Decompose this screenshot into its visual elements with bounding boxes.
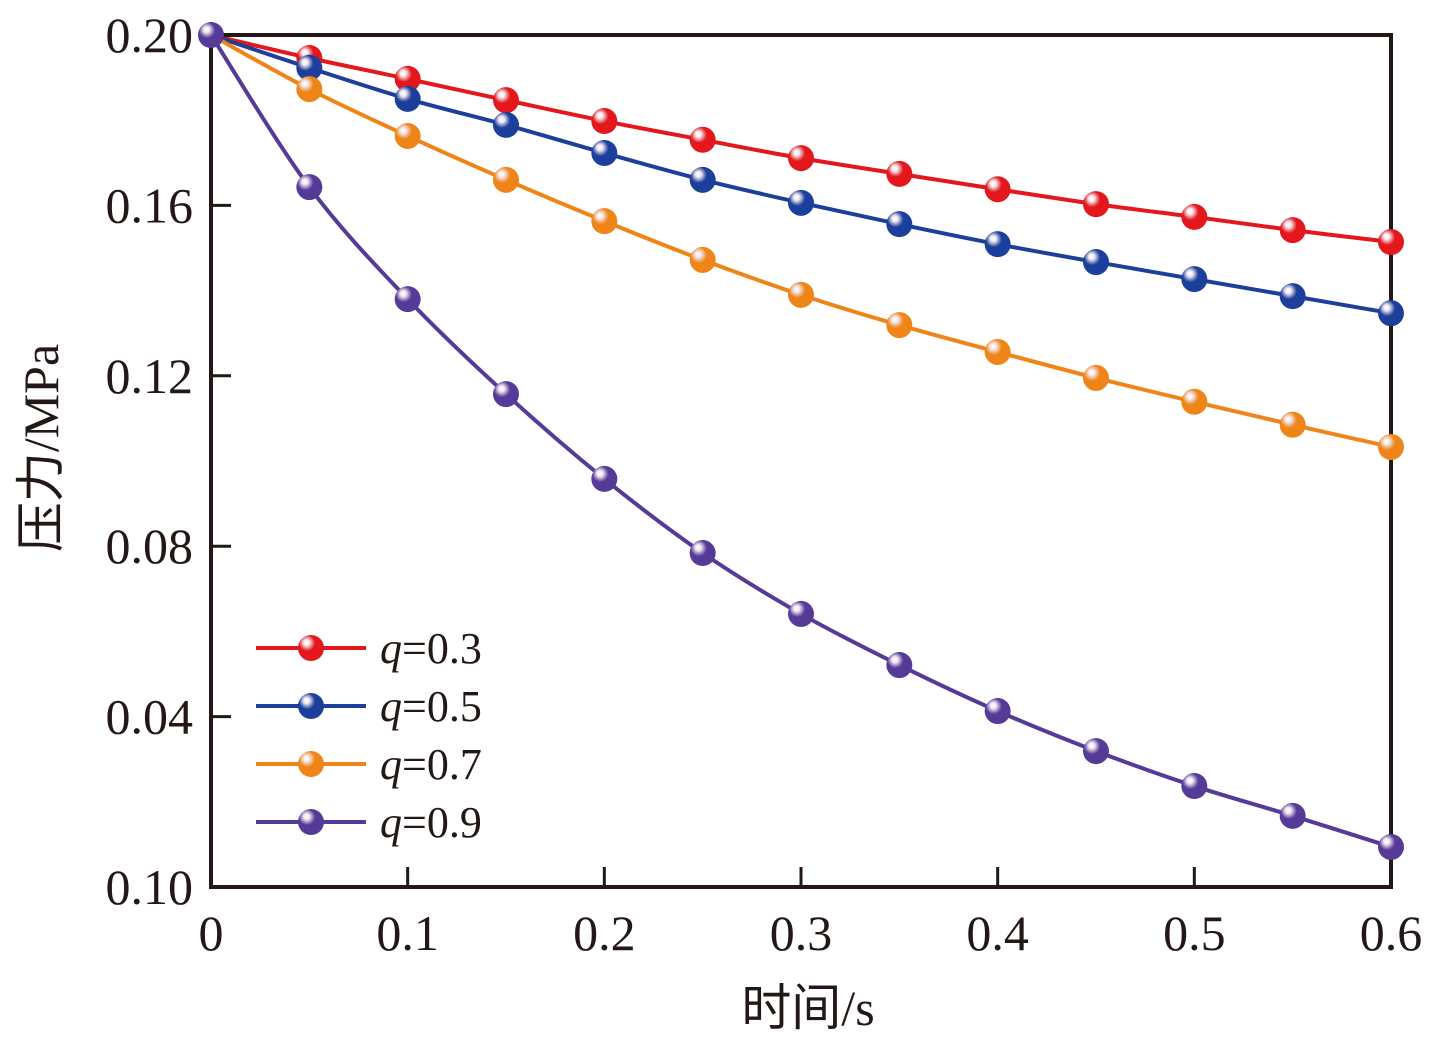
legend-label: q=0.9 [380,798,482,847]
data-point-q=0.5 [1378,300,1404,327]
x-tick-label: 0.1 [376,905,439,961]
legend-variable: q [380,682,402,731]
legend-variable: q [380,740,402,789]
x-tick-label: 0.5 [1163,905,1226,961]
x-tick-label: 0.4 [966,905,1029,961]
legend-label: q=0.7 [380,740,482,789]
legend-variable: q [380,798,402,847]
data-point-q=0.9 [198,22,224,48]
data-point-q=0.5 [689,166,716,193]
data-point-q=0.7 [493,166,519,193]
legend-label: q=0.5 [380,682,482,731]
data-point-q=0.5 [394,85,421,112]
data-point-q=0.9 [493,381,519,408]
data-point-q=0.9 [591,465,618,492]
y-tick-label: 0.12 [106,348,194,404]
legend-item: q=0.3 [256,624,482,673]
data-point-q=0.5 [296,54,323,81]
data-point-q=0.3 [493,87,519,114]
y-axis-title: 压力/MPa [13,344,69,552]
data-point-q=0.3 [1279,217,1306,244]
legend-variable: q [380,624,402,673]
data-point-q=0.7 [788,281,814,308]
data-point-q=0.9 [886,652,913,679]
data-point-q=0.3 [1181,203,1208,230]
legend-item: q=0.9 [256,798,482,847]
data-point-q=0.3 [984,176,1011,203]
data-point-q=0.3 [1083,191,1109,218]
legend-value: =0.9 [402,798,482,847]
x-tick-label: 0.2 [573,905,636,961]
legend-value: =0.3 [402,624,482,673]
y-tick-label: 0.08 [106,518,194,574]
data-point-q=0.5 [1083,249,1109,276]
data-point-q=0.3 [394,65,421,92]
data-point-q=0.5 [886,211,913,238]
x-tick-label: 0 [199,905,224,961]
data-point-q=0.5 [493,111,519,138]
data-point-q=0.5 [984,231,1011,258]
data-point-q=0.3 [689,126,716,153]
data-point-q=0.3 [788,145,814,172]
legend-value: =0.7 [402,740,482,789]
legend-label: q=0.3 [380,624,482,673]
legend-marker [298,809,324,835]
tick-layer: 0 0.1 0.2 0.3 0.4 0.5 0.6 0.20 0.16 0.12 0.08 0.04 0… [106,7,1423,961]
data-point-q=0.9 [1378,833,1404,860]
data-point-q=0.7 [394,122,421,149]
legend-marker [298,635,324,661]
data-point-q=0.7 [591,208,618,235]
data-point-q=0.7 [984,338,1011,365]
data-point-q=0.7 [1083,364,1109,391]
y-tick-label: 0.16 [106,177,194,233]
data-point-q=0.7 [1181,388,1208,415]
legend-item: q=0.7 [256,740,482,789]
data-point-q=0.9 [296,174,323,201]
data-point-q=0.5 [591,140,618,167]
data-point-q=0.7 [689,246,716,273]
x-tick-label: 0.3 [770,905,833,961]
data-point-q=0.9 [394,286,421,313]
legend-item: q=0.5 [256,682,482,731]
data-point-q=0.7 [296,76,323,103]
data-point-q=0.7 [886,312,913,339]
data-point-q=0.5 [788,189,814,216]
legend-marker [298,693,324,719]
data-point-q=0.9 [1083,738,1109,765]
legend-value: =0.5 [402,682,482,731]
data-point-q=0.9 [984,698,1011,725]
data-point-q=0.7 [1279,411,1306,438]
marker-layer [198,22,1404,860]
data-point-q=0.9 [788,600,814,627]
data-point-q=0.5 [1279,283,1306,310]
y-tick-label: 0.04 [106,689,194,745]
data-point-q=0.3 [886,160,913,187]
legend: q=0.3q=0.5q=0.7q=0.9 [256,624,482,847]
y-tick-label: 0.10 [106,859,194,915]
data-point-q=0.7 [1378,433,1404,460]
y-tick-label: 0.20 [106,7,194,63]
data-point-q=0.3 [591,108,618,135]
x-axis-title: 时间/s [741,980,874,1036]
data-point-q=0.9 [1279,802,1306,829]
legend-marker [298,751,324,777]
series-line-q=0.7 [210,33,1392,449]
data-point-q=0.9 [689,540,716,567]
data-point-q=0.5 [1181,266,1208,293]
data-point-q=0.3 [1378,229,1404,256]
x-tick-label: 0.6 [1360,905,1423,961]
data-point-q=0.9 [1181,773,1208,800]
